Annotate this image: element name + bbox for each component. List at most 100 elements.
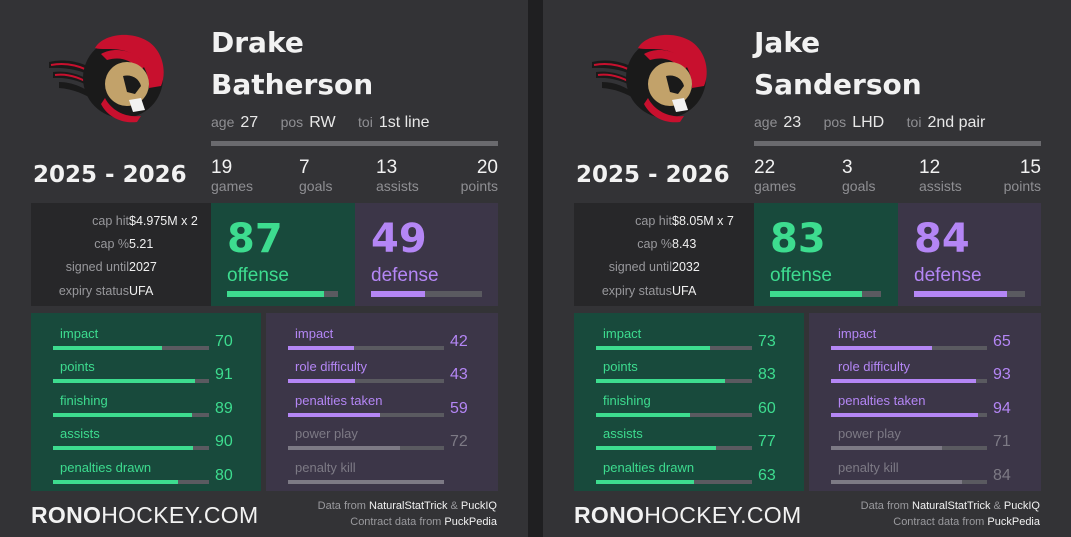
metric-bar-fill (596, 379, 726, 384)
metric-row: impact 65 (809, 317, 1041, 350)
stat-points: 15 points (1004, 157, 1041, 193)
metric-bar-fill (53, 412, 192, 417)
player-name: Jake Sanderson (754, 22, 922, 106)
player-first-name: Drake (211, 26, 304, 59)
data-credit: Data from NaturalStatTrick & PuckIQ (861, 500, 1040, 512)
metric-bar (831, 446, 987, 451)
metric-label: points (603, 359, 638, 375)
metric-value: 42 (450, 333, 468, 350)
defense-label: defense (914, 265, 982, 286)
position-label: pos (823, 114, 847, 130)
metric-bar (288, 412, 444, 417)
contract-row: signed until 2032 (574, 257, 754, 277)
metric-value: 59 (450, 399, 468, 417)
metric-label: impact (603, 326, 642, 341)
age-value: 23 (783, 114, 802, 131)
metric-label: impact (295, 326, 334, 341)
contract-label: expiry status (601, 284, 672, 298)
contract-row: cap hit $4.975M x 2 (31, 211, 211, 231)
metric-value: 94 (993, 399, 1011, 417)
player-last-name: Batherson (211, 68, 374, 101)
offense-label: offense (227, 265, 289, 286)
brand-bold: RONO (31, 502, 102, 528)
metric-bar (596, 412, 752, 417)
credit-source-link[interactable]: PuckIQ (460, 500, 497, 512)
metric-bar-fill (831, 346, 933, 350)
age-label: age (211, 114, 235, 130)
contract-label: cap hit (92, 214, 129, 228)
credit-source-link[interactable]: PuckIQ (1003, 500, 1040, 512)
defense-rating-bar (371, 291, 482, 297)
contract-credit: Contract data from PuckPedia (893, 516, 1040, 528)
metric-row: penalties taken 94 (809, 384, 1041, 417)
divider (211, 141, 498, 146)
metric-bar-fill (831, 446, 942, 451)
metric-bar-fill (831, 379, 977, 384)
credit-prefix: Contract data from (350, 516, 445, 528)
contract-row: cap % 8.43 (574, 234, 754, 254)
contract-value: $8.05M x 7 (672, 214, 734, 228)
contract-label: cap hit (635, 214, 672, 228)
contract-label: signed until (608, 260, 672, 274)
stat-assists: 13 assists (376, 157, 419, 193)
defense-rating: 84 (914, 216, 970, 262)
stat-assists: 12 assists (919, 157, 962, 193)
metric-row: role difficulty 93 (809, 350, 1041, 384)
site-brand: RONOHOCKEY.COM (31, 502, 258, 529)
metric-bar-fill (288, 412, 381, 417)
stat-number: 7 (299, 157, 310, 178)
metric-bar (596, 346, 752, 350)
credit-source-link[interactable]: PuckPedia (444, 516, 497, 528)
metric-value: 93 (993, 366, 1011, 384)
stat-points: 20 points (461, 157, 498, 193)
metric-bar-fill (596, 479, 695, 484)
metric-value: 70 (215, 333, 233, 350)
player-bio: age 27 pos RW toi 1st line (211, 114, 448, 132)
metric-value: 90 (215, 433, 233, 451)
metric-row: impact 73 (574, 317, 804, 350)
stat-number: 19 (211, 157, 233, 178)
metric-bar-fill (53, 446, 194, 451)
credit-source-link[interactable]: NaturalStatTrick (369, 500, 448, 512)
metric-row: assists 77 (574, 417, 804, 451)
metric-value: 71 (993, 433, 1011, 451)
credit-source-link[interactable]: PuckPedia (987, 516, 1040, 528)
stat-label: assists (376, 178, 419, 194)
contract-value: $4.975M x 2 (129, 214, 198, 228)
contract-value: UFA (672, 284, 697, 298)
brand-rest: HOCKEY.COM (644, 502, 802, 528)
metric-value: 77 (758, 433, 776, 451)
defense-rating: 49 (371, 216, 427, 262)
offense-rating-fill (227, 291, 324, 297)
offense-rating-box: 87 offense (211, 203, 355, 306)
season-label: 2025 - 2026 (33, 162, 187, 188)
metric-bar (288, 379, 444, 384)
metric-bar-fill (53, 346, 163, 350)
metric-row: penalty kill (266, 451, 498, 484)
defense-rating-bar (914, 291, 1025, 297)
team-logo (49, 34, 164, 123)
contract-box: cap hit $4.975M x 2 cap % 5.21 signed unti… (31, 203, 211, 306)
metric-value: 80 (215, 466, 233, 484)
stat-label: assists (919, 178, 962, 194)
player-last-name: Sanderson (754, 68, 922, 101)
metric-value: 83 (758, 366, 776, 384)
contract-row: cap % 5.21 (31, 234, 211, 254)
player-card: Jake Sanderson age 23 pos LHD toi 2nd pair … (543, 0, 1071, 537)
contract-row: expiry status UFA (574, 281, 754, 301)
metric-bar-fill (596, 412, 690, 417)
contract-label: cap % (637, 237, 672, 251)
data-credit: Data from NaturalStatTrick & PuckIQ (318, 500, 497, 512)
defense-rating-box: 84 defense (898, 203, 1041, 306)
site-brand: RONOHOCKEY.COM (574, 502, 801, 529)
metric-bar-fill (53, 379, 195, 384)
team-logo (592, 34, 707, 123)
credit-source-link[interactable]: NaturalStatTrick (912, 500, 991, 512)
stat-number: 13 (376, 157, 398, 178)
offense-label: offense (770, 265, 832, 286)
metric-row: power play 72 (266, 417, 498, 451)
metric-value: 84 (993, 466, 1011, 484)
stat-number: 3 (842, 157, 853, 178)
credit-prefix: Data from (860, 500, 913, 512)
metric-row: assists 90 (31, 417, 261, 451)
